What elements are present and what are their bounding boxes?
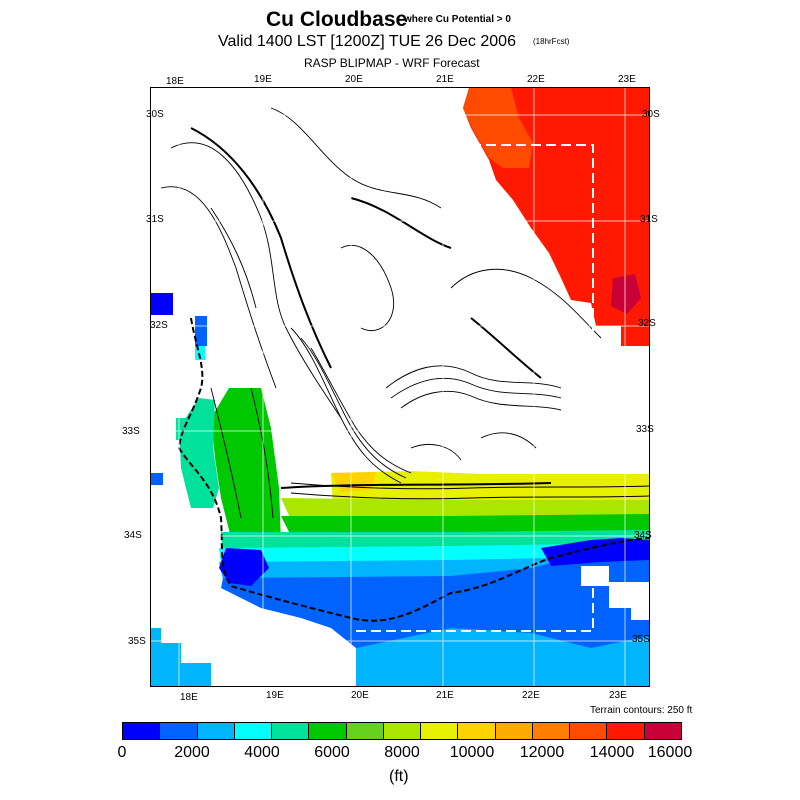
west-patch-blue bbox=[195, 316, 207, 346]
lat-lon-grid bbox=[151, 88, 649, 686]
colorbar-swatch bbox=[421, 723, 459, 739]
inner-domain-boundary bbox=[356, 144, 594, 632]
colorbar-swatch bbox=[234, 723, 273, 739]
colorbar-tick-label: 6000 bbox=[314, 744, 350, 761]
crimson-patch bbox=[611, 274, 641, 314]
colorbar-swatch bbox=[458, 723, 496, 739]
lon-label-bottom: 23E bbox=[609, 690, 627, 701]
lon-label-top: 18E bbox=[166, 76, 184, 87]
lon-label-bottom: 21E bbox=[436, 690, 454, 701]
lon-label-top: 23E bbox=[618, 74, 636, 85]
colorbar-tick-label: 10000 bbox=[449, 744, 495, 761]
chart-title: Cu Cloudbase bbox=[266, 8, 408, 31]
colorbar-tick-label: 4000 bbox=[244, 744, 280, 761]
colorbar-swatch bbox=[197, 723, 235, 739]
colorbar-swatch bbox=[383, 723, 422, 739]
lon-label-top: 20E bbox=[345, 74, 363, 85]
forecast-map bbox=[151, 88, 649, 686]
colorbar-tick-label: 12000 bbox=[519, 744, 565, 761]
coastline bbox=[177, 317, 649, 622]
terrain-contours bbox=[160, 107, 649, 519]
lon-label-top: 19E bbox=[254, 74, 272, 85]
west-patch-cyan bbox=[195, 346, 205, 360]
sw-light-blue bbox=[151, 628, 211, 686]
lon-label-bottom: 19E bbox=[266, 690, 284, 701]
deep-blue-coast bbox=[219, 548, 269, 586]
colorbar-swatch bbox=[123, 723, 161, 739]
lon-label-bottom: 20E bbox=[351, 690, 369, 701]
white-patch bbox=[631, 608, 649, 620]
colorbar-swatch bbox=[495, 723, 533, 739]
terrain-contour-note: Terrain contours: 250 ft bbox=[590, 705, 693, 716]
colorbar-unit-label: (ft) bbox=[389, 768, 409, 785]
colorbar-swatch bbox=[309, 723, 347, 739]
colorbar bbox=[122, 722, 682, 740]
white-patch bbox=[609, 582, 649, 608]
lat-label-left: 34S bbox=[124, 530, 142, 541]
colorbar-swatch bbox=[272, 723, 310, 739]
lat-label-right: 35S bbox=[632, 634, 650, 645]
chart-subtitle: where Cu Potential > 0 bbox=[404, 14, 511, 25]
yellow-green-band bbox=[281, 498, 649, 520]
orange-band-patch bbox=[331, 472, 376, 492]
lat-label-right: 32S bbox=[638, 318, 656, 329]
green-band bbox=[281, 514, 649, 536]
teal-corridor bbox=[179, 398, 219, 508]
light-blue-ocean bbox=[356, 628, 649, 686]
colorbar-tick-label: 0 bbox=[117, 744, 127, 761]
white-patch bbox=[581, 566, 609, 586]
lat-label-right: 31S bbox=[640, 214, 658, 225]
west-patch-teal bbox=[176, 418, 194, 440]
west-patch-blue-small bbox=[151, 473, 163, 485]
lat-label-left: 30S bbox=[146, 109, 164, 120]
lat-label-left: 32S bbox=[150, 320, 168, 331]
colorbar-swatch bbox=[570, 723, 608, 739]
colorbar-swatch bbox=[160, 723, 198, 739]
lon-label-bottom: 22E bbox=[522, 690, 540, 701]
colorbar-tick-label: 8000 bbox=[384, 744, 420, 761]
forecast-hour-note: (18hrFcst) bbox=[533, 37, 570, 46]
lat-label-right: 33S bbox=[636, 424, 654, 435]
colorbar-swatch bbox=[346, 723, 384, 739]
lat-label-right: 34S bbox=[634, 530, 652, 541]
colorbar-tick-label: 2000 bbox=[174, 744, 210, 761]
lat-label-left: 35S bbox=[128, 636, 146, 647]
colorbar-swatch bbox=[532, 723, 571, 739]
map-frame bbox=[150, 87, 650, 687]
colorbar-tick-label: 16000 bbox=[647, 744, 693, 761]
lon-label-top: 21E bbox=[436, 74, 454, 85]
lon-label-bottom: 18E bbox=[180, 692, 198, 703]
lon-label-top: 22E bbox=[527, 74, 545, 85]
source-line: RASP BLIPMAP - WRF Forecast bbox=[304, 56, 480, 70]
valid-time-line: Valid 1400 LST [1200Z] TUE 26 Dec 2006 bbox=[218, 33, 516, 50]
deep-blue-coast-east bbox=[541, 538, 649, 566]
lat-label-left: 31S bbox=[146, 214, 164, 225]
orange-patch bbox=[463, 88, 533, 168]
colorbar-tick-label: 14000 bbox=[589, 744, 635, 761]
lat-label-left: 33S bbox=[122, 426, 140, 437]
colorbar-swatch bbox=[607, 723, 645, 739]
cyan-band bbox=[219, 544, 591, 564]
colorbar-swatch bbox=[644, 723, 681, 739]
lat-label-right: 30S bbox=[642, 109, 660, 120]
west-patch-deep-blue bbox=[151, 293, 173, 315]
